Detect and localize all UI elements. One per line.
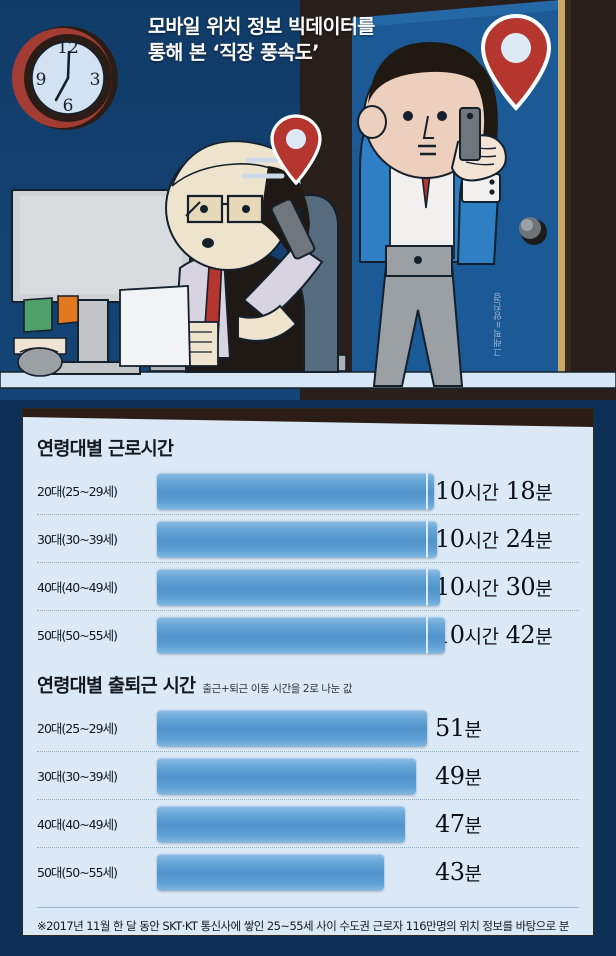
category-label: 40대(40~49세) — [37, 580, 118, 595]
category-label: 50대(50~55세) — [37, 628, 118, 643]
value-label: 49분 — [435, 761, 482, 790]
svg-text:9: 9 — [36, 70, 47, 90]
bar — [157, 853, 384, 890]
table-row: 50대(50~55세) 10시간 42분 — [37, 610, 579, 658]
value-label: 10시간 18분 — [435, 476, 553, 505]
bar-track — [157, 752, 425, 799]
bar — [157, 709, 427, 746]
gridline — [426, 616, 428, 653]
data-panel: 연령대별 근로시간 20대(25~29세) 10시간 18분 30대(30~39세)… — [22, 408, 594, 936]
svg-text:6: 6 — [63, 96, 74, 116]
value-label: 10시간 24분 — [435, 524, 553, 553]
value-label: 10시간 30분 — [435, 572, 553, 601]
chart-rows-commute-time: 20대(25~29세) 51분 30대(30~39세) 49분 40대(40~49세) 4… — [37, 704, 579, 895]
chart-rows-work-hours: 20대(25~29세) 10시간 18분 30대(30~39세) 10시간 24분 40… — [37, 467, 579, 658]
graphic-credit: 그래픽=양진경 — [494, 292, 504, 358]
wall-clock: 12 3 6 9 — [12, 26, 118, 130]
category-label: 30대(30~39세) — [37, 769, 118, 784]
bar-track — [157, 704, 427, 751]
section-header: 연령대별 출퇴근 시간 출근+퇴근 이동 시간을 2로 나눈 값 — [37, 672, 579, 698]
value-label: 10시간 42분 — [435, 620, 553, 649]
value-label: 47분 — [435, 809, 482, 838]
section-title: 연령대별 근로시간 — [37, 439, 174, 460]
section-commute-time: 연령대별 출퇴근 시간 출근+퇴근 이동 시간을 2로 나눈 값 20대(25~… — [23, 672, 593, 895]
section-subtitle: 출근+퇴근 이동 시간을 2로 나눈 값 — [202, 683, 353, 695]
bar-track — [157, 611, 445, 658]
bar — [157, 805, 405, 842]
table-row: 20대(25~29세) 51분 — [37, 704, 579, 751]
section-title: 연령대별 출퇴근 시간 — [37, 676, 196, 697]
gridline — [426, 472, 428, 509]
table-row: 30대(30~39세) 49분 — [37, 751, 579, 799]
table-row: 20대(25~29세) 10시간 18분 — [37, 467, 579, 514]
bar-track — [157, 467, 434, 514]
table-row: 30대(30~39세) 10시간 24분 — [37, 514, 579, 562]
bar — [157, 616, 445, 653]
bar — [157, 520, 437, 557]
section-header: 연령대별 근로시간 — [37, 435, 579, 461]
category-label: 30대(30~39세) — [37, 532, 118, 547]
map-pin-large — [480, 13, 552, 111]
bar-track — [157, 563, 440, 610]
category-label: 50대(50~55세) — [37, 865, 118, 880]
panel-top-shadow — [23, 409, 593, 433]
page-title: 모바일 위치 정보 빅데이터를 통해 본 ‘직장 풍속도’ — [148, 15, 375, 64]
bar-track — [157, 800, 425, 847]
table-row: 50대(50~55세) 43분 — [37, 847, 579, 895]
table-row: 40대(40~49세) 10시간 30분 — [37, 562, 579, 610]
section-work-hours: 연령대별 근로시간 20대(25~29세) 10시간 18분 30대(30~39세)… — [23, 435, 593, 658]
svg-text:12: 12 — [57, 38, 79, 58]
footnote: ※2017년 11월 한 달 동안 SKT·KT 통신사에 쌓인 25~55세 … — [37, 907, 579, 935]
gridline — [426, 568, 428, 605]
bar-track — [157, 515, 437, 562]
bar — [157, 757, 416, 794]
table-row: 40대(40~49세) 47분 — [37, 799, 579, 847]
hero-illustration: 12 3 6 9 모바일 위치 정보 빅데이터를 통해 본 ‘직장 풍속도’ 그… — [0, 0, 616, 400]
category-label: 20대(25~29세) — [37, 484, 118, 499]
bar — [157, 568, 440, 605]
gridline — [426, 520, 428, 557]
category-label: 40대(40~49세) — [37, 817, 118, 832]
bar — [157, 472, 434, 509]
map-pin-small — [270, 114, 322, 186]
category-label: 20대(25~29세) — [37, 721, 118, 736]
value-label: 43분 — [435, 857, 482, 886]
value-label: 51분 — [435, 713, 482, 742]
svg-text:3: 3 — [90, 70, 101, 90]
hero-artwork: 12 3 6 9 — [0, 0, 616, 400]
bar-track — [157, 848, 425, 895]
